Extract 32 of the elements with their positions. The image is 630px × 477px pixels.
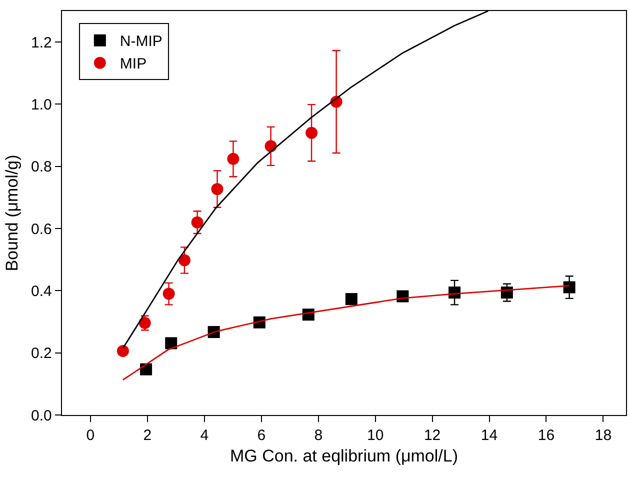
x-tick-label: 2	[143, 427, 152, 444]
point	[140, 363, 152, 376]
y-tick-label: 0.4	[31, 282, 52, 300]
point	[563, 281, 576, 294]
x-tick-label: 14	[480, 427, 498, 444]
x-tick-label: 16	[538, 427, 555, 444]
x-tick-label: 10	[366, 427, 384, 444]
y-tick-label: 0.0	[31, 407, 52, 424]
legend-label: N-MIP	[120, 33, 162, 50]
point	[191, 216, 204, 228]
y-tick-label: 1.0	[31, 96, 52, 114]
point	[306, 126, 318, 139]
y-tick-label: 0.6	[31, 220, 52, 238]
y-tick-label: 1.2	[31, 34, 52, 52]
point	[178, 254, 190, 266]
y-tick-label: 0.8	[31, 158, 52, 176]
x-axis-title: MG Con. at eqlibrium (μmol/L)	[230, 446, 458, 466]
point	[227, 152, 240, 165]
legend-label: MIP	[120, 56, 147, 73]
x-tick-label: 12	[424, 427, 441, 444]
point	[345, 293, 358, 306]
point	[165, 337, 178, 350]
point	[162, 288, 175, 300]
x-tick-label: 18	[594, 427, 612, 444]
x-tick-label: 4	[200, 427, 209, 444]
point	[211, 183, 224, 196]
x-tick-label: 6	[257, 427, 266, 444]
point	[116, 344, 129, 357]
x-tick-label: 8	[314, 427, 323, 444]
x-tick-label: 0	[86, 427, 95, 444]
y-tick-label: 0.2	[31, 345, 52, 362]
y-axis-title: Bound (μmol/g)	[2, 154, 22, 272]
